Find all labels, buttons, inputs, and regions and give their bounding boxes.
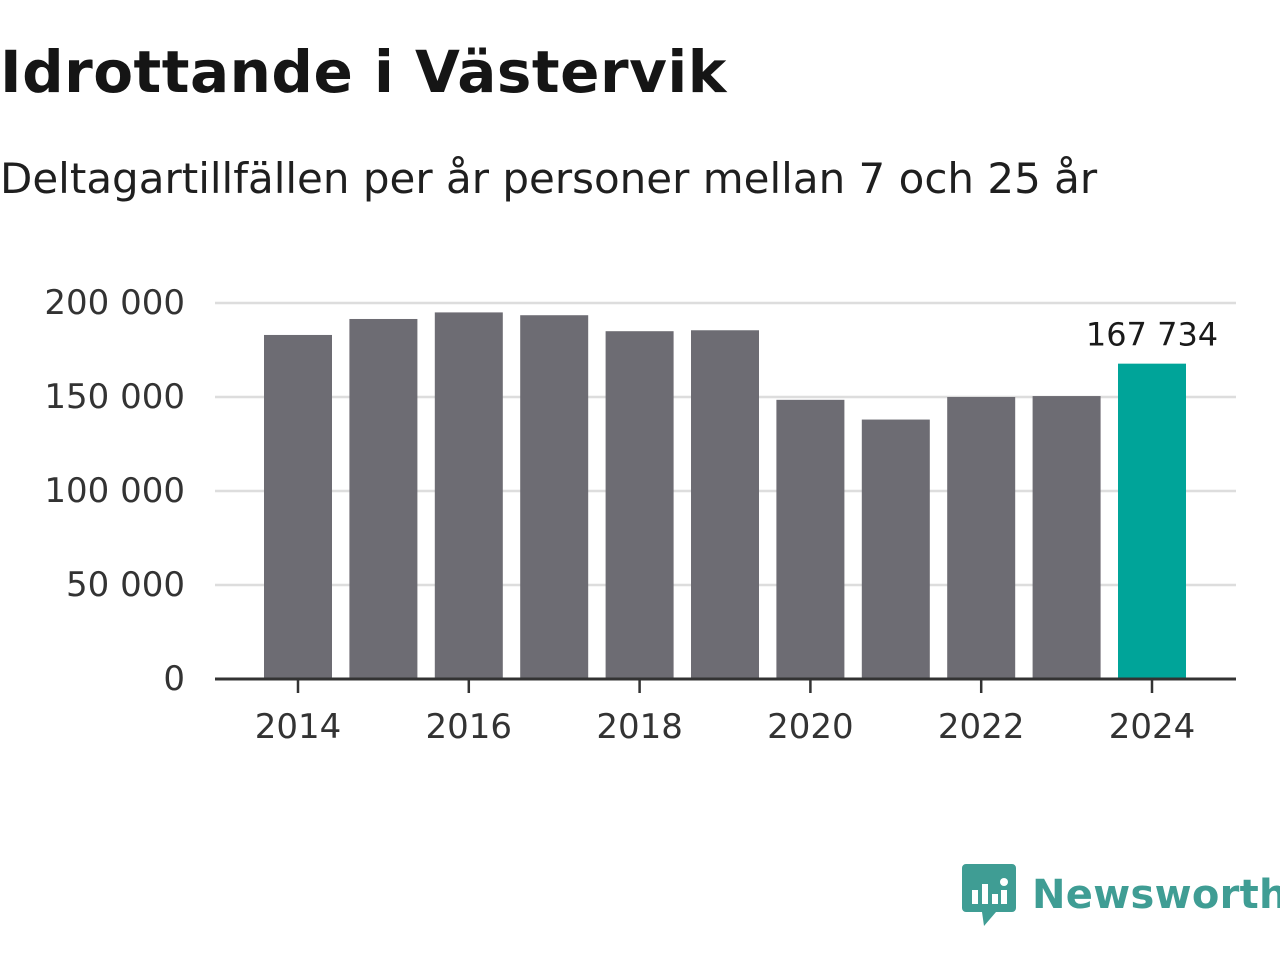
chart-title: Idrottande i Västervik <box>0 38 727 106</box>
newsworthy-logo-icon <box>962 864 1016 926</box>
x-tick-label: 2014 <box>255 707 342 747</box>
y-tick-label: 0 <box>163 659 185 699</box>
x-tick-label: 2022 <box>938 707 1025 747</box>
newsworthy-brand[interactable]: Newsworthy <box>962 862 1280 928</box>
labels: 0 50 000 100 000 150 000 200 000 2014 2016 2018… <box>44 283 1218 747</box>
bar-2016 <box>434 312 503 679</box>
chart-subtitle: Deltagartillfällen per år personer mella… <box>0 154 1098 203</box>
bar-2014 <box>264 334 332 679</box>
bar-2019 <box>691 330 759 679</box>
bar-2020 <box>776 399 845 679</box>
y-tick-label: 150 000 <box>44 377 185 417</box>
axes <box>215 677 1236 693</box>
bars <box>264 312 1186 679</box>
x-tick-label: 2018 <box>596 707 683 747</box>
bar-2022 <box>947 397 1016 679</box>
bar-2015 <box>349 318 418 679</box>
y-tick-label: 200 000 <box>44 283 185 323</box>
bar-2021 <box>861 419 930 679</box>
highlight-value-label: 167 734 <box>1086 316 1218 354</box>
x-tick-label: 2024 <box>1109 707 1196 747</box>
x-tick-label: 2016 <box>426 707 513 747</box>
bar-2023 <box>1032 396 1101 679</box>
bar-2017 <box>520 315 589 679</box>
y-tick-label: 50 000 <box>66 565 185 605</box>
brand-name: Newsworthy <box>1032 872 1280 918</box>
bar-2018 <box>605 331 674 679</box>
y-tick-label: 100 000 <box>44 471 185 511</box>
x-tick-label: 2020 <box>767 707 854 747</box>
bar-2024 <box>1118 363 1186 679</box>
